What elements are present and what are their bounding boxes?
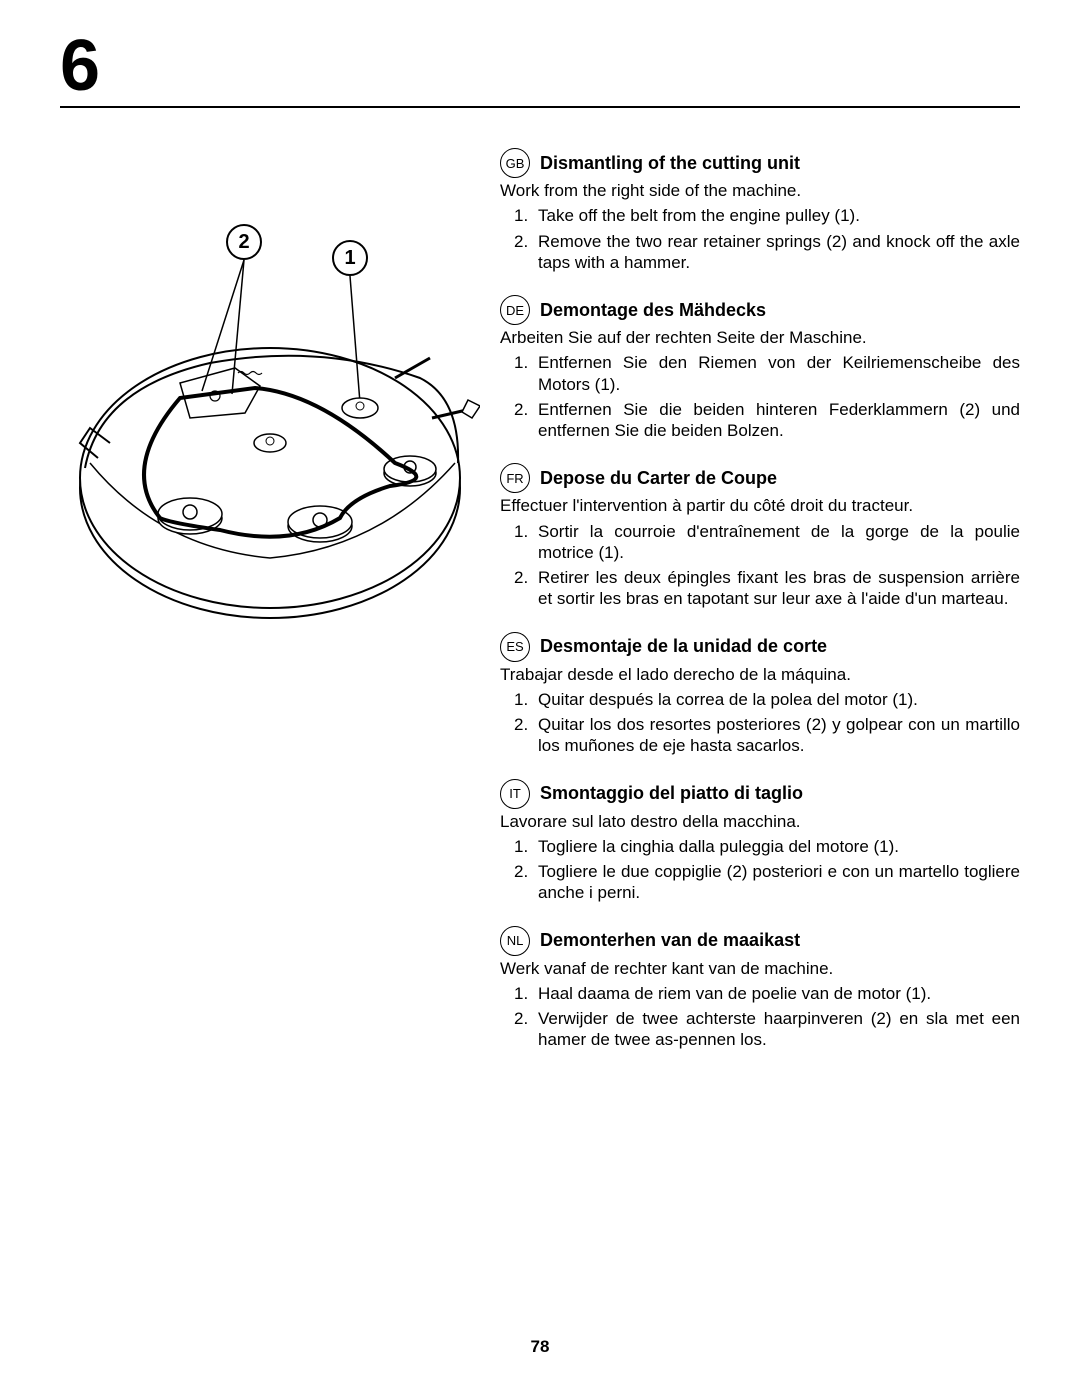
step-item: Quitar después la correa de la polea del… [538,689,1020,710]
language-section: IT Smontaggio del piatto di taglio Lavorar… [500,779,1020,904]
language-section: GB Dismantling of the cutting unit Work fr… [500,148,1020,273]
step-item: Entfernen Sie den Riemen von der Keilrie… [538,352,1020,395]
steps-list: Togliere la cinghia dalla puleggia del m… [500,836,1020,904]
page: 6 [0,0,1080,1073]
callout-2: 2 [226,224,262,260]
step-item: Retirer les deux épingles fixant les bra… [538,567,1020,610]
steps-list: Sortir la courroie d'entraînement de la … [500,521,1020,610]
section-intro: Werk vanaf de rechter kant van de machin… [500,958,1020,979]
language-section: NL Demonterhen van de maaikast Werk vanaf … [500,926,1020,1051]
step-item: Togliere la cinghia dalla puleggia del m… [538,836,1020,857]
step-item: Sortir la courroie d'entraînement de la … [538,521,1020,564]
step-item: Quitar los dos resortes posteriores (2) … [538,714,1020,757]
language-section: ES Desmontaje de la unidad de corte Trabaj… [500,632,1020,757]
language-badge: GB [500,148,530,178]
language-badge: NL [500,926,530,956]
step-item: Entfernen Sie die beiden hinteren Federk… [538,399,1020,442]
section-intro: Trabajar desde el lado derecho de la máq… [500,664,1020,685]
section-intro: Lavorare sul lato destro della macchina. [500,811,1020,832]
language-badge: DE [500,295,530,325]
section-header: FR Depose du Carter de Coupe [500,463,1020,493]
divider [60,106,1020,108]
section-header: NL Demonterhen van de maaikast [500,926,1020,956]
section-header: DE Demontage des Mähdecks [500,295,1020,325]
steps-list: Haal daama de riem van de poelie van de … [500,983,1020,1051]
section-intro: Work from the right side of the machine. [500,180,1020,201]
language-badge: IT [500,779,530,809]
steps-list: Take off the belt from the engine pulley… [500,205,1020,273]
step-item: Remove the two rear retainer springs (2)… [538,231,1020,274]
right-column: GB Dismantling of the cutting unit Work fr… [500,148,1020,1073]
section-title: Desmontaje de la unidad de corte [540,636,827,657]
section-title: Smontaggio del piatto di taglio [540,783,803,804]
section-intro: Arbeiten Sie auf der rechten Seite der M… [500,327,1020,348]
chapter-number: 6 [60,30,1020,102]
step-item: Verwijder de twee achterste haarpinveren… [538,1008,1020,1051]
callout-1: 1 [332,240,368,276]
language-badge: FR [500,463,530,493]
section-title: Demonterhen van de maaikast [540,930,800,951]
section-intro: Effectuer l'intervention à partir du côt… [500,495,1020,516]
cutting-unit-diagram: 2 1 [60,218,480,658]
section-title: Depose du Carter de Coupe [540,468,777,489]
language-section: DE Demontage des Mähdecks Arbeiten Sie auf… [500,295,1020,441]
page-number: 78 [0,1337,1080,1357]
step-item: Take off the belt from the engine pulley… [538,205,1020,226]
section-header: GB Dismantling of the cutting unit [500,148,1020,178]
section-header: ES Desmontaje de la unidad de corte [500,632,1020,662]
section-title: Dismantling of the cutting unit [540,153,800,174]
section-header: IT Smontaggio del piatto di taglio [500,779,1020,809]
steps-list: Entfernen Sie den Riemen von der Keilrie… [500,352,1020,441]
step-item: Togliere le due coppiglie (2) posteriori… [538,861,1020,904]
left-column: 2 1 [60,148,480,1073]
section-title: Demontage des Mähdecks [540,300,766,321]
steps-list: Quitar después la correa de la polea del… [500,689,1020,757]
language-badge: ES [500,632,530,662]
language-section: FR Depose du Carter de Coupe Effectuer l'i… [500,463,1020,609]
step-item: Haal daama de riem van de poelie van de … [538,983,1020,1004]
deck-illustration [60,218,480,658]
columns: 2 1 GB Dismantling of the cutting unit Wor… [60,148,1020,1073]
